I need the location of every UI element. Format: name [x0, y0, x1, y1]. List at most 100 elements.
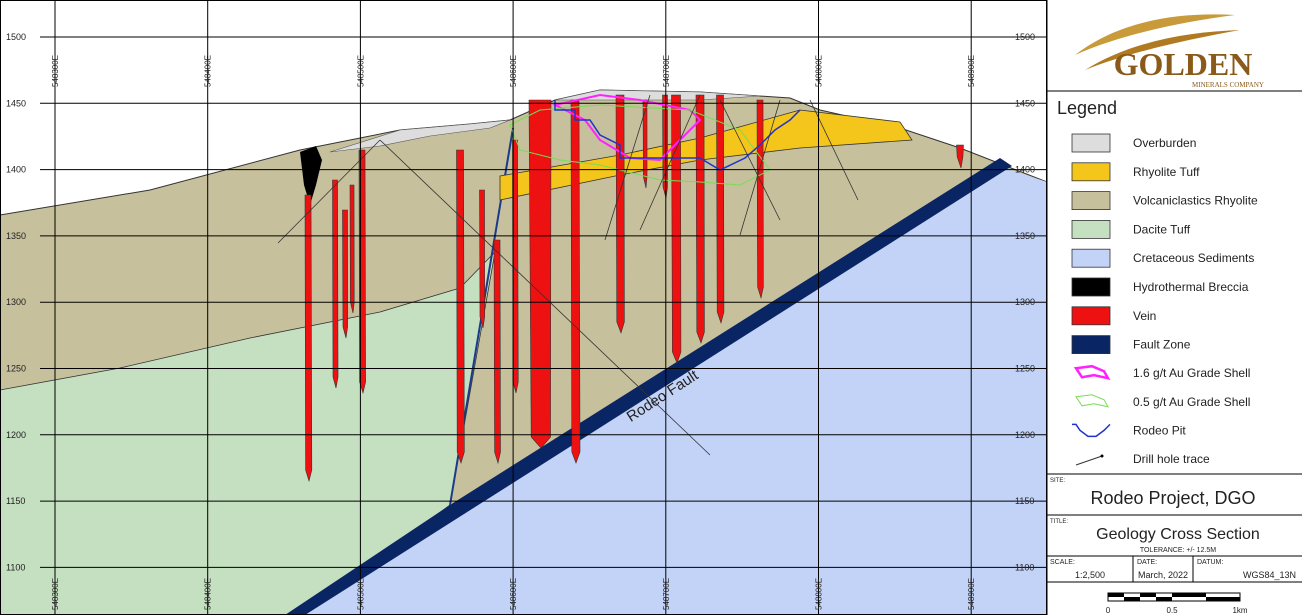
site: Rodeo Project, DGO: [1090, 488, 1255, 508]
x-label-top: 548500E: [356, 55, 365, 87]
y-label-right: 1150: [1015, 496, 1034, 506]
x-label-top: 548900E: [967, 55, 976, 87]
legend-swatch: [1071, 219, 1111, 239]
vein: [479, 189, 485, 329]
legend-swatch: [1073, 364, 1111, 381]
legend-label: Rhyolite Tuff: [1133, 165, 1200, 179]
scale-seg: [1206, 597, 1240, 601]
site-label: SITE:: [1050, 478, 1065, 484]
scale-bar-label: 0.5: [1166, 606, 1178, 615]
vein: [332, 179, 339, 389]
y-label-left: 1350: [6, 231, 26, 241]
y-label-left: 1400: [6, 165, 26, 175]
scale-bar-label: 0: [1106, 606, 1111, 615]
x-label-top: 548400E: [204, 55, 213, 87]
datum: WGS84_13N: [1243, 570, 1296, 580]
vein: [456, 149, 465, 464]
y-label-left: 1300: [6, 297, 26, 307]
legend-swatch: [1071, 191, 1111, 211]
y-label-left: 1200: [6, 430, 26, 440]
vein: [716, 94, 725, 325]
y-label-right: 1400: [1015, 165, 1035, 175]
dacite-tuff: [0, 250, 496, 615]
legend-label: Rodeo Pit: [1133, 423, 1186, 437]
x-label-bottom: 548600E: [509, 578, 518, 610]
scale-seg: [1172, 593, 1206, 597]
vein: [304, 194, 313, 483]
grade-shell-0-5: [509, 104, 771, 186]
y-label-left: 1250: [6, 364, 26, 374]
drill-hole: [639, 94, 701, 231]
section-title: Geology Cross Section: [1096, 526, 1260, 543]
legend-label: Vein: [1133, 309, 1156, 323]
scale-seg: [1140, 593, 1156, 597]
vein: [756, 99, 764, 300]
scale-seg: [1108, 593, 1124, 597]
grid: 1500 1500 1450 1450 1400 1400 1350 1350 1300 1300…: [6, 0, 1047, 615]
legend-label: Overburden: [1133, 136, 1196, 150]
drill-hole: [604, 94, 651, 241]
y-label-right: 1300: [1015, 297, 1035, 307]
y-label-right: 1500: [1015, 32, 1035, 42]
legend-title: Legend: [1057, 98, 1117, 118]
x-label-top: 548600E: [509, 55, 518, 87]
legend-swatch: [1072, 423, 1111, 438]
legend-swatch: [1071, 335, 1111, 355]
datum-label: DATUM:: [1197, 559, 1223, 566]
legend-swatch: [1071, 248, 1111, 268]
vein: [695, 94, 705, 344]
x-label-bottom: 548300E: [51, 578, 60, 610]
vein: [956, 144, 964, 169]
vein: [570, 99, 581, 464]
y-label-right: 1250: [1015, 364, 1035, 374]
x-label-bottom: 548700E: [662, 578, 671, 610]
vein: [349, 184, 355, 314]
date-label: DATE:: [1137, 559, 1157, 566]
title-label: TITLE:: [1050, 519, 1068, 525]
y-label-left: 1500: [6, 32, 26, 42]
x-label-bottom: 548500E: [356, 578, 365, 610]
legend-swatch: [1071, 162, 1111, 182]
logo-sub: MINERALS COMPANY: [1192, 81, 1264, 89]
hydrothermal-breccia: [300, 146, 322, 205]
tolerance: TOLERANCE: +/- 12.5M: [1140, 547, 1216, 554]
overburden: [554, 89, 761, 101]
vein: [342, 209, 348, 339]
x-label-bottom: 548900E: [967, 578, 976, 610]
legend-items: Overburden Rhyolite Tuff Volcaniclastics R…: [1071, 133, 1258, 466]
drill-hole: [379, 139, 711, 456]
scale-labels: 0 0.5 1km: [1106, 606, 1248, 615]
scale-bar: [1107, 592, 1241, 602]
legend-label: 0.5 g/t Au Grade Shell: [1133, 395, 1250, 409]
legend-label: 1.6 g/t Au Grade Shell: [1133, 366, 1250, 380]
scale-seg: [1156, 597, 1172, 601]
x-label-top: 548700E: [662, 55, 671, 87]
legend-label: Volcaniclastics Rhyolite: [1133, 194, 1258, 208]
legend-label: Fault Zone: [1133, 338, 1191, 352]
x-label-top: 548300E: [51, 55, 60, 87]
legend-swatch: [1075, 455, 1103, 466]
y-label-left: 1100: [6, 562, 25, 572]
legend-label: Drill hole trace: [1133, 452, 1210, 466]
vein: [528, 99, 552, 449]
vein: [642, 99, 648, 189]
drill-hole: [277, 139, 381, 244]
legend-swatch: [1075, 394, 1109, 408]
y-label-right: 1450: [1015, 98, 1035, 108]
cretaceous-sediments: [300, 166, 1047, 615]
legend-swatch: [1100, 454, 1104, 458]
drill-hole: [739, 99, 781, 236]
y-label-right: 1350: [1015, 231, 1035, 241]
legend-swatch: [1071, 306, 1111, 326]
legend-swatch: [1071, 277, 1111, 297]
scale-seg: [1124, 597, 1140, 601]
x-label-bottom: 548800E: [815, 578, 824, 610]
logo-swoosh: [1075, 14, 1235, 55]
logo-name: GOLDEN: [1114, 46, 1253, 82]
legend-panel: GOLDEN MINERALS COMPANY Legend Overburde…: [1047, 14, 1302, 615]
y-label-left: 1150: [6, 496, 25, 506]
x-label-bottom: 548400E: [204, 578, 213, 610]
y-label-right: 1200: [1015, 430, 1035, 440]
y-label-left: 1450: [6, 98, 26, 108]
